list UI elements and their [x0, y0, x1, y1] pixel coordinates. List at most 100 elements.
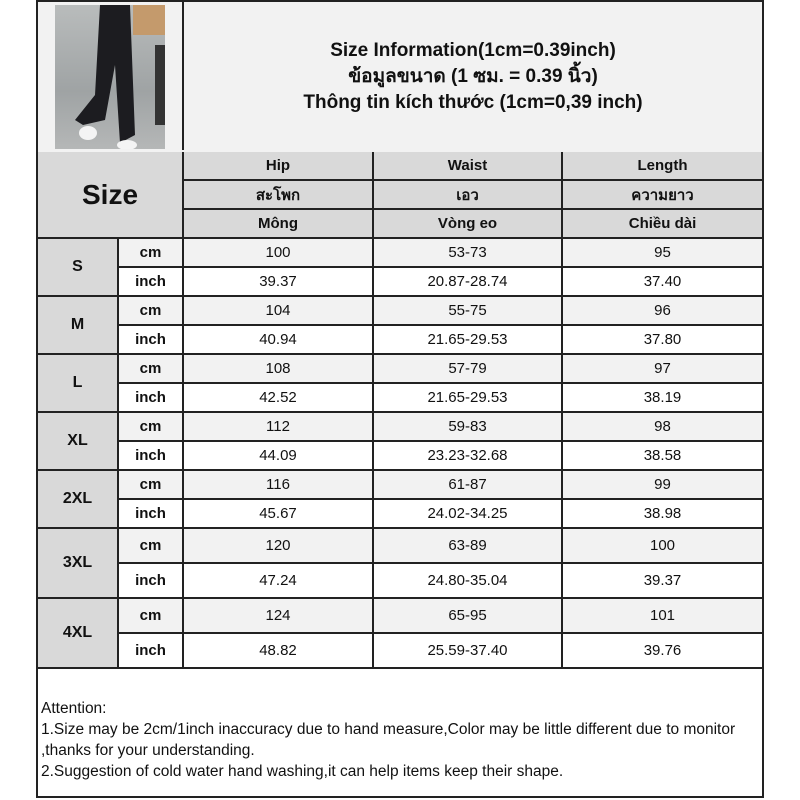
table-row: inch 45.67 24.02-34.25 38.98 — [38, 498, 762, 529]
hip-value: 124 — [182, 597, 374, 634]
table-row: 3XL cm 120 63-89 100 — [38, 527, 762, 599]
size-chart: Size Information(1cm=0.39inch) ข้อมูลขนา… — [36, 0, 764, 798]
unit-label: inch — [118, 382, 184, 413]
length-value: 97 — [561, 353, 762, 384]
unit-label: cm — [117, 411, 184, 442]
waist-value: 20.87-28.74 — [372, 266, 563, 297]
attention-line-1: 1.Size may be 2cm/1inch inaccuracy due t… — [41, 721, 736, 759]
hip-value: 120 — [182, 527, 374, 564]
table-row: 4XL cm 124 65-95 101 — [38, 597, 762, 669]
hip-value: 48.82 — [182, 632, 374, 669]
hip-value: 104 — [182, 295, 374, 326]
hip-value: 112 — [182, 411, 374, 442]
hip-value: 45.67 — [182, 498, 374, 529]
table-row: inch 39.37 20.87-28.74 37.40 — [38, 266, 762, 297]
waist-value: 57-79 — [372, 353, 563, 384]
unit-label: inch — [118, 324, 184, 355]
hip-value: 42.52 — [182, 382, 374, 413]
unit-label: inch — [118, 498, 184, 529]
waist-value: 24.02-34.25 — [372, 498, 563, 529]
waist-value: 53-73 — [372, 237, 563, 268]
table-row: inch 42.52 21.65-29.53 38.19 — [38, 382, 762, 413]
title-th: ข้อมูลขนาด (1 ซม. = 0.39 นิ้ว) — [348, 66, 598, 87]
attention-line-2: 2.Suggestion of cold water hand washing,… — [41, 763, 564, 780]
length-value: 37.40 — [561, 266, 762, 297]
length-value: 98 — [561, 411, 762, 442]
col-hip-th: สะโพก — [183, 179, 374, 210]
waist-value: 55-75 — [372, 295, 563, 326]
unit-label: inch — [118, 266, 184, 297]
attention-heading: Attention: — [41, 700, 107, 717]
page-title: Size Information(1cm=0.39inch) ข้อมูลขนา… — [184, 38, 762, 116]
hip-value: 108 — [182, 353, 374, 384]
unit-label: inch — [118, 632, 184, 669]
hip-value: 39.37 — [182, 266, 374, 297]
length-value: 95 — [561, 237, 762, 268]
unit-label: inch — [118, 440, 184, 471]
waist-value: 21.65-29.53 — [372, 324, 563, 355]
size-label: L — [38, 353, 119, 413]
unit-label: cm — [117, 353, 184, 384]
length-value: 38.19 — [561, 382, 762, 413]
col-length-en: Length — [561, 152, 762, 181]
size-label: 3XL — [38, 527, 119, 599]
unit-label: inch — [118, 562, 184, 599]
hip-value: 47.24 — [182, 562, 374, 599]
size-label: XL — [38, 411, 119, 471]
col-waist-vi: Vòng eo — [372, 208, 563, 239]
unit-label: cm — [117, 237, 184, 268]
attention-notes: Attention: 1.Size may be 2cm/1inch inacc… — [38, 696, 762, 784]
waist-value: 61-87 — [372, 469, 563, 500]
size-table: Size Hip Waist Length สะโพก เอว ความยาว … — [38, 152, 762, 669]
title-en: Size Information(1cm=0.39inch) — [330, 40, 616, 61]
col-length-vi: Chiều dài — [561, 208, 762, 239]
table-row: XL cm 112 59-83 98 — [38, 411, 762, 471]
length-value: 100 — [561, 527, 762, 564]
waist-value: 25.59-37.40 — [372, 632, 563, 669]
hip-value: 116 — [182, 469, 374, 500]
waist-value: 21.65-29.53 — [372, 382, 563, 413]
length-value: 38.58 — [561, 440, 762, 471]
size-label: 4XL — [38, 597, 119, 669]
table-row: inch 47.24 24.80-35.04 39.37 — [38, 562, 762, 599]
unit-label: cm — [117, 469, 184, 500]
length-value: 99 — [561, 469, 762, 500]
header-area: Size Information(1cm=0.39inch) ข้อมูลขนา… — [38, 2, 762, 154]
waist-value: 65-95 — [372, 597, 563, 634]
length-value: 101 — [561, 597, 762, 634]
product-photo — [55, 5, 165, 149]
unit-label: cm — [117, 527, 184, 564]
title-vi: Thông tin kích thước (1cm=0,39 inch) — [303, 92, 643, 113]
table-row: inch 48.82 25.59-37.40 39.76 — [38, 632, 762, 669]
col-hip-vi: Mông — [183, 208, 374, 239]
size-header: Size — [38, 152, 184, 239]
hip-value: 44.09 — [182, 440, 374, 471]
unit-label: cm — [117, 597, 184, 634]
hip-value: 40.94 — [182, 324, 374, 355]
length-value: 37.80 — [561, 324, 762, 355]
unit-label: cm — [117, 295, 184, 326]
table-row: inch 40.94 21.65-29.53 37.80 — [38, 324, 762, 355]
product-photo-cell — [38, 2, 184, 150]
col-hip-en: Hip — [182, 152, 374, 181]
waist-value: 24.80-35.04 — [372, 562, 563, 599]
hip-value: 100 — [182, 237, 374, 268]
col-waist-th: เอว — [372, 179, 563, 210]
length-value: 39.76 — [561, 632, 762, 669]
waist-value: 63-89 — [372, 527, 563, 564]
col-length-th: ความยาว — [561, 179, 762, 210]
waist-value: 59-83 — [372, 411, 563, 442]
length-value: 38.98 — [561, 498, 762, 529]
size-label: S — [38, 237, 119, 297]
waist-value: 23.23-32.68 — [372, 440, 563, 471]
table-row: inch 44.09 23.23-32.68 38.58 — [38, 440, 762, 471]
length-value: 96 — [561, 295, 762, 326]
size-label: 2XL — [38, 469, 119, 529]
table-row: 2XL cm 116 61-87 99 — [38, 469, 762, 529]
col-waist-en: Waist — [372, 152, 563, 181]
size-label: M — [38, 295, 119, 355]
length-value: 39.37 — [561, 562, 762, 599]
